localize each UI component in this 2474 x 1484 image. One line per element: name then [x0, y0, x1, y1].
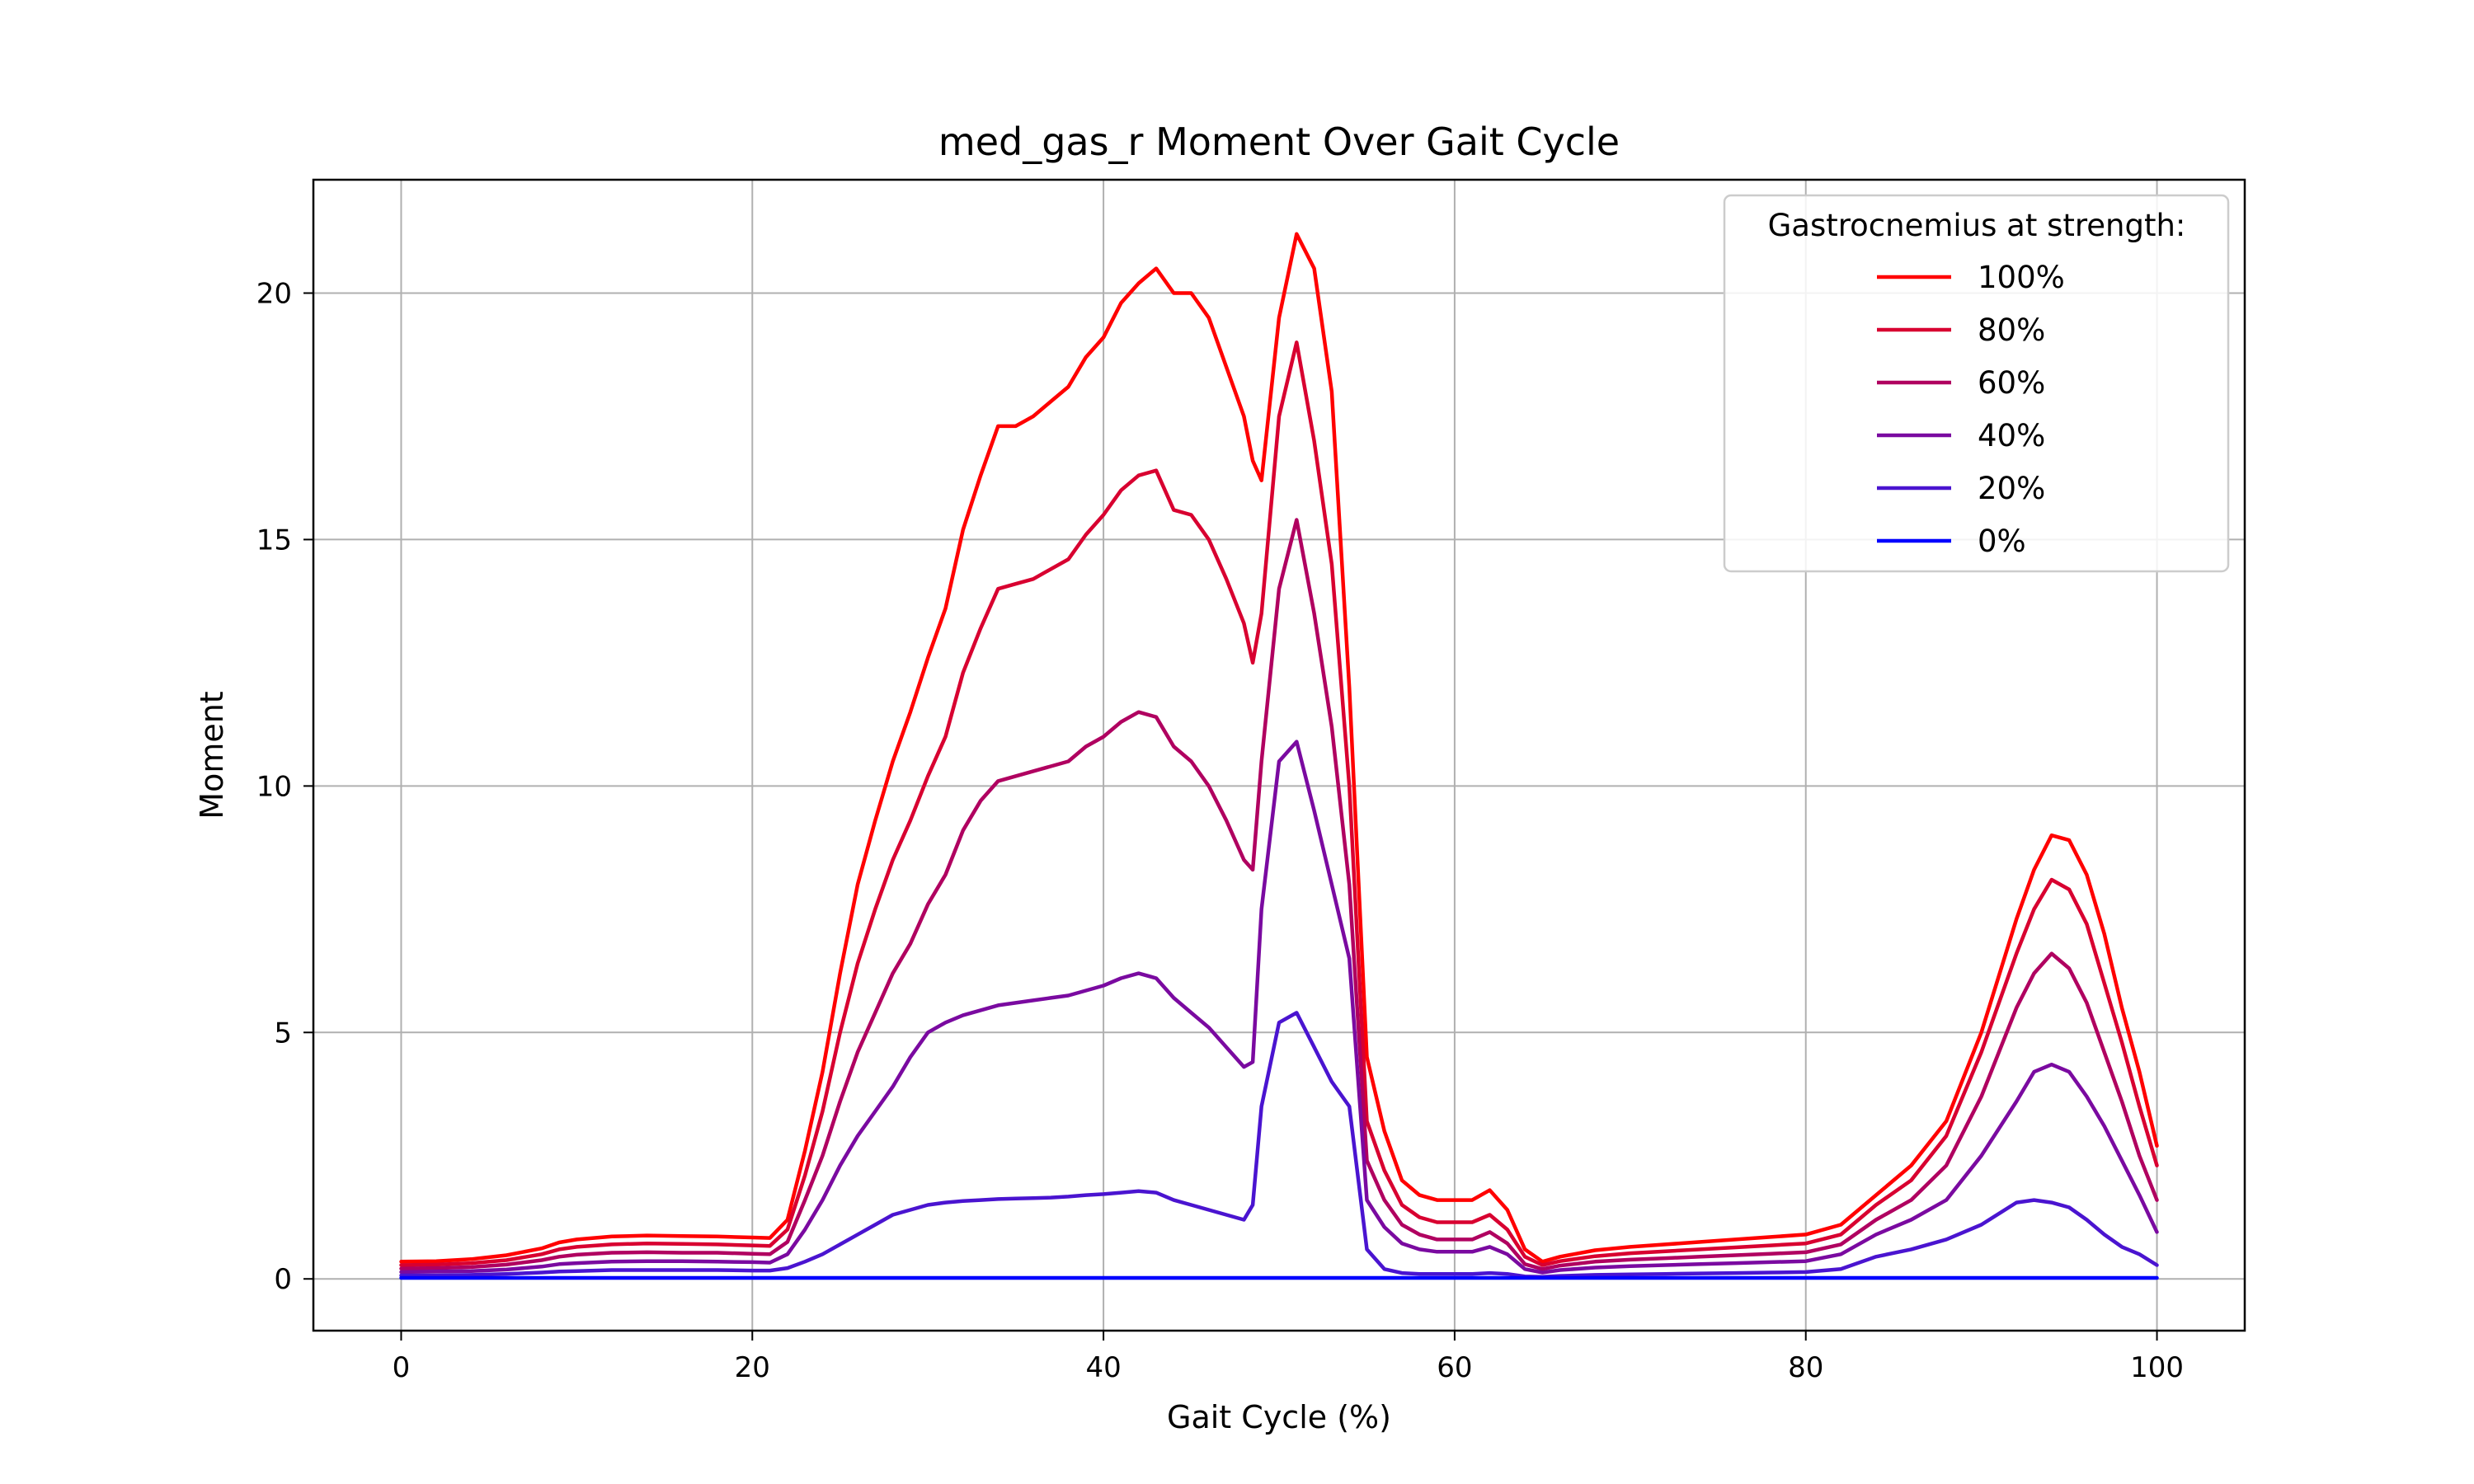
- legend-label: 40%: [1978, 418, 2045, 453]
- legend-label: 0%: [1978, 524, 2026, 559]
- axis-ticks: 0 20 40 60 80 100 0 5 10 15 20: [256, 278, 2184, 1384]
- y-tick-label: 5: [274, 1017, 292, 1050]
- x-tick-label: 0: [393, 1351, 411, 1384]
- series-line-40pct: [399, 740, 2159, 1275]
- x-tick-label: 100: [2130, 1351, 2184, 1384]
- legend-label: 60%: [1978, 365, 2045, 401]
- x-tick-label: 80: [1788, 1351, 1823, 1384]
- legend-entries: 100% 80% 60% 40% 20% 0%: [1877, 260, 2065, 559]
- y-tick-label: 0: [274, 1263, 292, 1296]
- legend-label: 20%: [1978, 471, 2045, 506]
- legend-label: 80%: [1978, 312, 2045, 348]
- series-line-100pct: [399, 232, 2159, 1264]
- y-tick-label: 10: [256, 770, 292, 803]
- legend-label: 100%: [1978, 260, 2065, 295]
- plot-frame: [312, 178, 2246, 1332]
- y-tick-label: 20: [256, 278, 292, 311]
- chart-title: med_gas_r Moment Over Gait Cycle: [938, 120, 1620, 164]
- x-axis-title: Gait Cycle (%): [1167, 1399, 1391, 1435]
- series-line-80pct: [399, 340, 2159, 1267]
- legend: Gastrocnemius at strength: 100% 80% 60% 40%…: [1723, 194, 2230, 573]
- y-tick-label: 15: [256, 524, 292, 556]
- series-lines: [399, 232, 2159, 1280]
- y-axis-title: Moment: [194, 691, 230, 819]
- series-line-60pct: [399, 518, 2159, 1271]
- legend-title: Gastrocnemius at strength:: [1768, 208, 2186, 243]
- series-line-20pct: [399, 1011, 2159, 1280]
- x-tick-label: 20: [735, 1351, 770, 1384]
- legend-box: [1723, 194, 2230, 573]
- x-tick-label: 40: [1085, 1351, 1121, 1384]
- x-tick-label: 60: [1437, 1351, 1472, 1384]
